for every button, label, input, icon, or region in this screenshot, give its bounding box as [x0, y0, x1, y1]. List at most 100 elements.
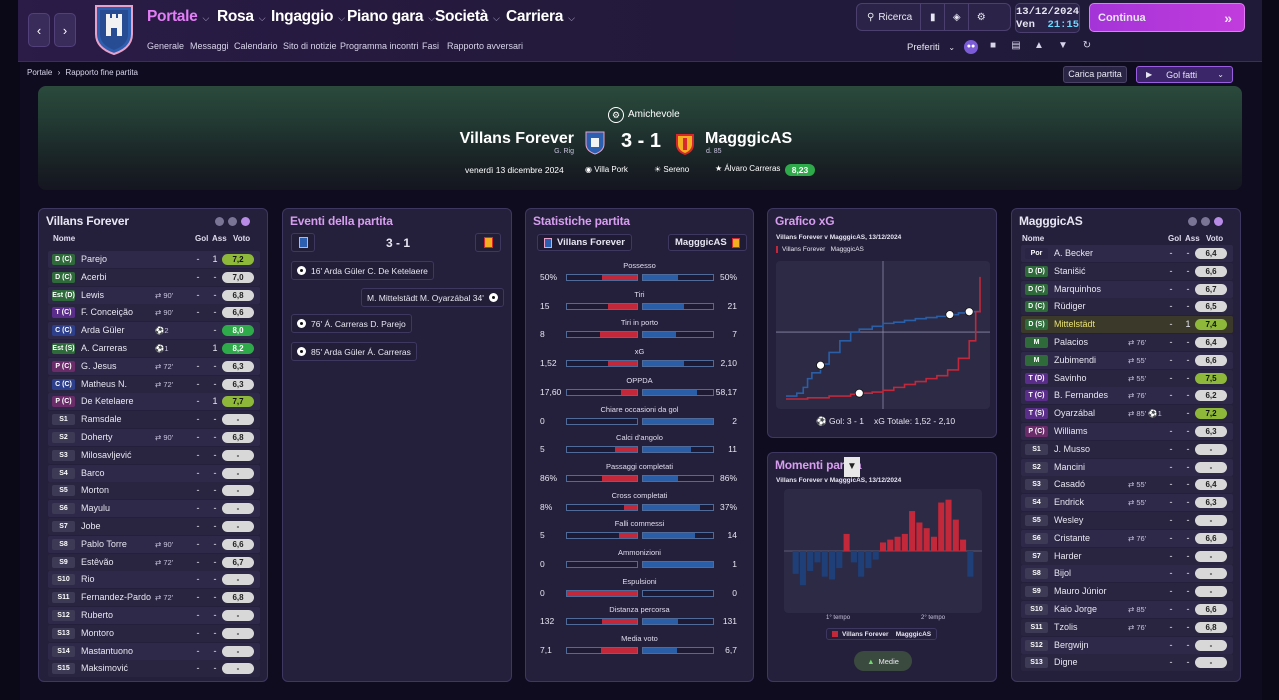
- submenu-item-4[interactable]: Programma incontri: [340, 41, 419, 51]
- player-row[interactable]: P (C) Williams - -6,3: [1021, 423, 1233, 440]
- search-button[interactable]: ⚲ Ricerca: [857, 4, 922, 30]
- back-button[interactable]: ‹: [28, 13, 50, 47]
- player-row[interactable]: S9 Mauro Júnior - - -: [1021, 583, 1233, 601]
- event-row[interactable]: 85' Arda Güler Á. Carreras: [291, 342, 417, 361]
- player-row[interactable]: S15 Maksimović - - -: [48, 660, 260, 678]
- chat-icon[interactable]: ●●: [964, 40, 978, 54]
- stat-home-fill: [615, 447, 637, 453]
- event-row[interactable]: 76' Á. Carreras D. Parejo: [291, 314, 412, 333]
- menu-5[interactable]: Carriera ⌵: [506, 8, 575, 25]
- bookmark-icon[interactable]: ▮: [921, 4, 946, 30]
- player-row[interactable]: S10 Kaio Jorge ⇄ 85' - -6,6: [1021, 601, 1233, 618]
- menu-1[interactable]: Rosa ⌵: [217, 8, 266, 25]
- menu-2[interactable]: Ingaggio ⌵: [271, 8, 345, 25]
- submenu-item-2[interactable]: Calendario: [234, 41, 278, 51]
- player-row[interactable]: S12 Ruberto - - -: [48, 607, 260, 624]
- averages-toggle[interactable]: ▲ Medie: [854, 651, 912, 671]
- menu-4[interactable]: Società ⌵: [435, 8, 500, 25]
- player-row[interactable]: S10 Rio - - -: [48, 571, 260, 589]
- club-crest-icon[interactable]: [94, 4, 134, 56]
- menu-0[interactable]: Portale ⌵: [147, 8, 209, 25]
- hierarchy-icon[interactable]: ▲: [1034, 40, 1044, 51]
- player-row[interactable]: Est (D) Lewis ⇄ 90' - -6,8: [48, 286, 260, 304]
- player-row[interactable]: S7 Jobe - - -: [48, 518, 260, 535]
- player-row[interactable]: D (C) Marquinhos - -6,7: [1021, 280, 1233, 298]
- player-row[interactable]: S8 Pablo Torre ⇄ 90' - -6,6: [48, 535, 260, 553]
- player-row[interactable]: S1 J. Musso - - -: [1021, 440, 1233, 458]
- xg-goal-marker: [854, 388, 864, 398]
- player-row[interactable]: S11 Fernandez-Pardo ⇄ 72' - -6,8: [48, 589, 260, 607]
- dot-icon[interactable]: [1214, 217, 1223, 226]
- player-row[interactable]: S2 Doherty ⇄ 90' - -6,8: [48, 429, 260, 446]
- player-row[interactable]: S8 Bijol - - -: [1021, 565, 1233, 583]
- player-row[interactable]: S7 Harder - - -: [1021, 547, 1233, 565]
- dot-icon[interactable]: [215, 217, 224, 226]
- favourites-dropdown[interactable]: Preferiti ⌄: [907, 42, 956, 53]
- submenu-item-6[interactable]: Rapporto avversari: [447, 41, 524, 51]
- menu-3[interactable]: Piano gara ⌵: [347, 8, 435, 25]
- forward-button[interactable]: ›: [54, 13, 76, 47]
- clipboard-icon[interactable]: ▤: [1011, 40, 1021, 51]
- view-toggle[interactable]: [1184, 217, 1223, 229]
- player-row[interactable]: T (C) F. Conceição ⇄ 90' - -6,6: [48, 304, 260, 322]
- player-of-the-match[interactable]: ★ Álvaro Carreras: [715, 164, 781, 173]
- player-row[interactable]: T (D) Savinho ⇄ 55' - -7,5: [1021, 369, 1233, 387]
- view-toggle[interactable]: [211, 217, 250, 229]
- player-row[interactable]: C (C) Matheus N. ⇄ 72' - -6,3: [48, 375, 260, 393]
- player-row[interactable]: S12 Bergwijn - - -: [1021, 636, 1233, 654]
- player-row[interactable]: D (C) Acerbi - -7,0: [48, 268, 260, 286]
- game-date[interactable]: 13/12/2024 Ven 21:15: [1015, 3, 1080, 33]
- player-row[interactable]: S6 Cristante ⇄ 76' - -6,6: [1021, 529, 1233, 547]
- chevron-down-icon[interactable]: ▼: [844, 457, 860, 477]
- highlights-dropdown[interactable]: ▶ Gol fatti ⌄: [1136, 66, 1233, 83]
- home-team-name[interactable]: Villans Forever: [459, 130, 574, 147]
- shirt-icon[interactable]: ■: [989, 40, 997, 51]
- submenu-item-3[interactable]: Sito di notizie: [283, 41, 337, 51]
- player-row[interactable]: P (C) G. Jesus ⇄ 72' - -6,3: [48, 357, 260, 375]
- dot-icon[interactable]: [1188, 217, 1197, 226]
- player-row[interactable]: S5 Wesley - - -: [1021, 512, 1233, 529]
- player-row[interactable]: S5 Morton - - -: [48, 482, 260, 500]
- load-match-button[interactable]: Carica partita: [1063, 66, 1127, 83]
- player-row[interactable]: T (C) B. Fernandes ⇄ 76' - -6,2: [1021, 387, 1233, 405]
- player-row[interactable]: S3 Casadó ⇄ 55' - -6,4: [1021, 476, 1233, 494]
- player-row[interactable]: D (C) Parejo - 1 7,2: [48, 251, 260, 268]
- player-row[interactable]: S11 Tzolis ⇄ 76' - -6,8: [1021, 618, 1233, 636]
- player-row[interactable]: Est (S) A. Carreras ⚽1 1 8,2: [48, 340, 260, 357]
- dot-icon[interactable]: [228, 217, 237, 226]
- submenu-item-5[interactable]: Fasi: [422, 41, 440, 51]
- player-row[interactable]: S4 Barco - - -: [48, 464, 260, 482]
- player-row[interactable]: S2 Mancini - - -: [1021, 458, 1233, 476]
- dot-icon[interactable]: [241, 217, 250, 226]
- player-row[interactable]: S14 Mastantuono - - -: [48, 642, 260, 660]
- player-row[interactable]: S9 Estêvão ⇄ 72' - -6,7: [48, 553, 260, 571]
- player-row[interactable]: S13 Digne - - -: [1021, 654, 1233, 672]
- player-row[interactable]: D (D) Stanišić - -6,6: [1021, 262, 1233, 280]
- player-row[interactable]: P (C) De Ketelaere - 1 7,7: [48, 393, 260, 411]
- submenu-item-0[interactable]: Generale: [147, 41, 185, 51]
- player-row[interactable]: M Zubimendi ⇄ 55' - -6,6: [1021, 351, 1233, 369]
- player-row[interactable]: S3 Milosavljević - - -: [48, 446, 260, 464]
- player-row[interactable]: T (S) Oyarzábal ⇄ 85' ⚽1 -7,2: [1021, 405, 1233, 423]
- away-team-name[interactable]: MagggicAS: [705, 130, 793, 147]
- event-row[interactable]: M. Mittelstädt M. Oyarzábal 34': [361, 288, 504, 307]
- dot-icon[interactable]: [1201, 217, 1210, 226]
- player-row[interactable]: D (C) Rüdiger - -6,5: [1021, 298, 1233, 316]
- refresh-icon[interactable]: ↻: [1082, 40, 1092, 51]
- player-row[interactable]: S13 Montoro - - -: [48, 624, 260, 642]
- trophy-icon[interactable]: ▼: [1058, 40, 1068, 51]
- continue-button[interactable]: Continua »: [1089, 3, 1245, 32]
- player-row[interactable]: D (S) Mittelstädt - 1 7,4: [1021, 316, 1233, 334]
- gear-icon[interactable]: ⚙: [976, 11, 986, 23]
- breadcrumb-root[interactable]: Portale: [27, 68, 53, 77]
- submenu-item-1[interactable]: Messaggi: [190, 41, 229, 51]
- stat-label: Tiri: [634, 289, 645, 299]
- player-row[interactable]: S6 Mayulu - - -: [48, 500, 260, 518]
- event-row[interactable]: 16' Arda Güler C. De Ketelaere: [291, 261, 434, 280]
- player-row[interactable]: S1 Ramsdale - - -: [48, 411, 260, 429]
- shield-icon[interactable]: ◈: [945, 4, 970, 30]
- player-row[interactable]: M Palacios ⇄ 76' - -6,4: [1021, 334, 1233, 351]
- player-row[interactable]: Por A. Becker - -6,4: [1021, 245, 1233, 262]
- player-row[interactable]: C (C) Arda Güler ⚽2 -8,0: [48, 322, 260, 340]
- player-row[interactable]: S4 Endrick ⇄ 55' - -6,3: [1021, 494, 1233, 512]
